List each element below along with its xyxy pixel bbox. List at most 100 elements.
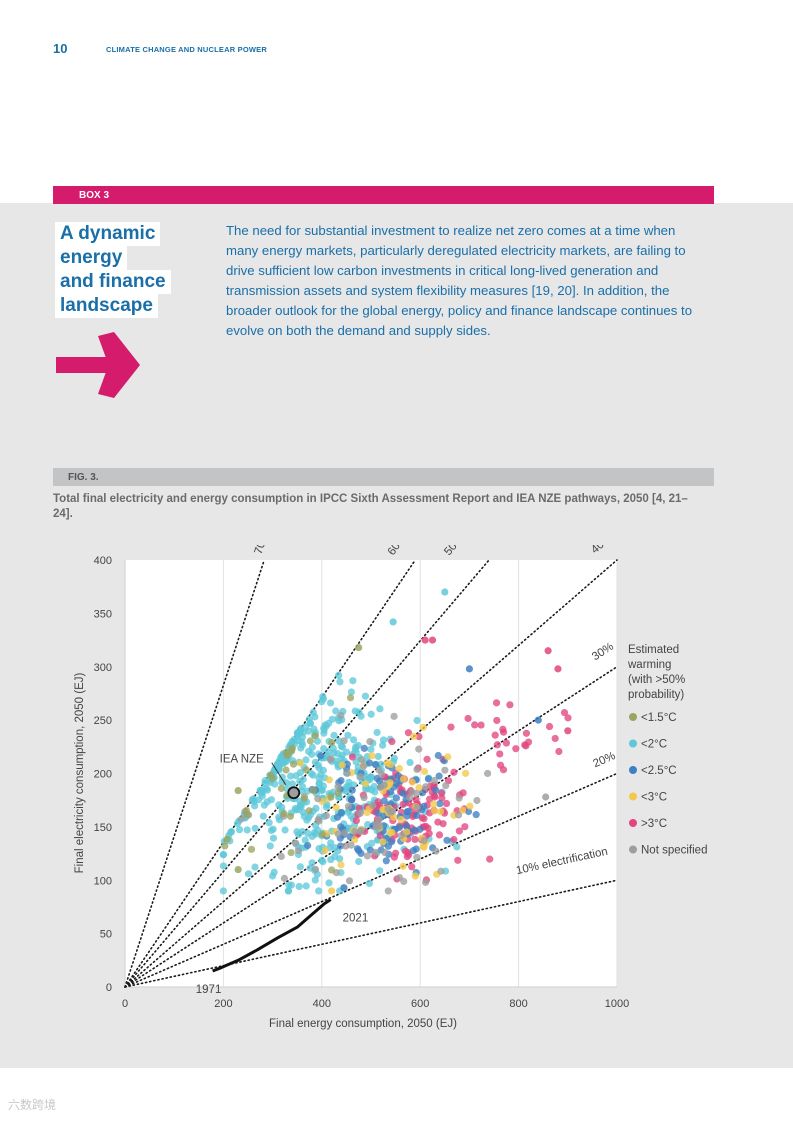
data-point-3c bbox=[321, 846, 329, 855]
electrification-line bbox=[124, 559, 266, 988]
data-point-25c bbox=[336, 842, 345, 850]
data-point-3c bbox=[551, 734, 559, 743]
data-point-notspecified bbox=[373, 823, 381, 831]
data-point-2c bbox=[279, 759, 288, 767]
data-point-2c bbox=[261, 777, 269, 785]
data-point-notspecified bbox=[430, 776, 439, 785]
data-point-2c bbox=[453, 843, 461, 851]
data-point-2c bbox=[295, 882, 303, 891]
data-point-15c bbox=[282, 766, 290, 774]
x-axis-label: Final energy consumption, 2050 (EJ) bbox=[269, 1018, 457, 1030]
data-point-notspecified bbox=[420, 837, 428, 845]
box-body-text: The need for substantial investment to r… bbox=[226, 223, 693, 338]
data-point-notspecified bbox=[441, 766, 449, 774]
data-point-25c bbox=[403, 812, 411, 820]
data-point-2c bbox=[296, 863, 304, 871]
data-point-notspecified bbox=[347, 841, 355, 849]
data-point-2c bbox=[371, 788, 379, 796]
data-point-3c bbox=[415, 733, 423, 741]
box-title: A dynamic energy and finance landscape bbox=[55, 222, 185, 318]
data-point-2c bbox=[293, 730, 302, 738]
data-point-2c bbox=[330, 731, 338, 739]
data-point-3c bbox=[399, 775, 408, 783]
data-point-3c bbox=[466, 802, 474, 810]
page-number: 10 bbox=[53, 41, 68, 56]
data-point-notspecified bbox=[422, 783, 430, 791]
data-point-2c bbox=[308, 859, 316, 867]
data-point-15c bbox=[280, 810, 288, 818]
data-point-25c bbox=[382, 857, 390, 865]
data-point-2c bbox=[249, 795, 257, 803]
data-point-15c bbox=[283, 751, 292, 760]
scatter-chart: 70% electrification60%50%40%30%20%10% el… bbox=[74, 545, 707, 1030]
data-point-15c bbox=[306, 737, 315, 745]
watermark-text: 六数跨境 bbox=[8, 1098, 57, 1112]
legend-title-line: probability) bbox=[628, 689, 684, 701]
data-point-3c bbox=[471, 721, 479, 729]
data-point-2c bbox=[302, 882, 310, 890]
data-point-2c bbox=[373, 728, 381, 737]
data-point-notspecified bbox=[356, 827, 365, 835]
box-title-line: landscape bbox=[55, 294, 158, 318]
data-point-notspecified bbox=[291, 839, 300, 847]
electrification-line bbox=[124, 559, 490, 988]
data-point-notspecified bbox=[314, 816, 322, 824]
data-point-3c bbox=[461, 823, 469, 831]
data-point-3c bbox=[379, 838, 387, 846]
legend-title-line: (with >50% bbox=[628, 674, 685, 686]
data-point-notspecified bbox=[363, 852, 372, 860]
data-point-3c bbox=[338, 761, 346, 769]
data-point-2c bbox=[301, 836, 309, 844]
data-point-2c bbox=[300, 812, 308, 820]
data-point-3c bbox=[390, 853, 398, 861]
data-point-2c bbox=[267, 826, 276, 835]
data-point-15c bbox=[234, 865, 242, 874]
data-point-2c bbox=[337, 742, 345, 750]
data-point-2c bbox=[296, 777, 304, 786]
data-point-3c bbox=[395, 764, 404, 773]
data-point-notspecified bbox=[390, 712, 398, 720]
data-point-notspecified bbox=[340, 737, 348, 745]
data-point-3c bbox=[328, 887, 336, 895]
data-point-25c bbox=[348, 786, 356, 794]
data-point-2c bbox=[322, 803, 331, 811]
data-point-3c bbox=[493, 741, 501, 749]
data-point-notspecified bbox=[237, 815, 246, 823]
data-point-3c bbox=[399, 862, 407, 870]
x-tick-label: 200 bbox=[214, 998, 232, 1010]
electrification-line bbox=[124, 879, 618, 988]
data-point-3c bbox=[437, 808, 445, 816]
data-point-3c bbox=[412, 795, 420, 803]
data-point-3c bbox=[564, 714, 572, 722]
legend-label: Not specified bbox=[641, 845, 707, 857]
electrification-label: 40% bbox=[589, 545, 614, 556]
data-point-3c bbox=[564, 727, 572, 735]
data-point-2c bbox=[302, 756, 310, 764]
data-point-2c bbox=[379, 741, 387, 749]
running-title: CLIMATE CHANGE AND NUCLEAR POWER bbox=[106, 45, 267, 54]
data-point-2c bbox=[370, 782, 378, 791]
data-point-3c bbox=[459, 806, 467, 814]
data-point-15c bbox=[289, 760, 298, 768]
data-point-3c bbox=[522, 729, 531, 737]
data-point-3c bbox=[352, 816, 361, 825]
data-point-notspecified bbox=[413, 803, 421, 811]
data-point-15c bbox=[346, 694, 355, 702]
data-point-3c bbox=[435, 831, 444, 839]
data-point-15c bbox=[234, 786, 242, 795]
data-point-15c bbox=[334, 789, 342, 797]
data-point-15c bbox=[305, 807, 313, 815]
data-point-2c bbox=[233, 819, 242, 828]
data-point-15c bbox=[287, 848, 295, 857]
x-tick-label: 0 bbox=[122, 998, 128, 1010]
data-point-25c bbox=[432, 786, 440, 794]
data-point-25c bbox=[337, 808, 346, 817]
data-point-2c bbox=[308, 750, 316, 758]
data-point-2c bbox=[294, 831, 303, 839]
data-point-notspecified bbox=[397, 831, 405, 840]
data-point-3c bbox=[486, 855, 494, 863]
iea-nze-label: IEA NZE bbox=[220, 754, 264, 766]
data-point-3c bbox=[368, 752, 376, 760]
data-point-2c bbox=[326, 699, 335, 707]
data-point-2c bbox=[365, 879, 374, 888]
